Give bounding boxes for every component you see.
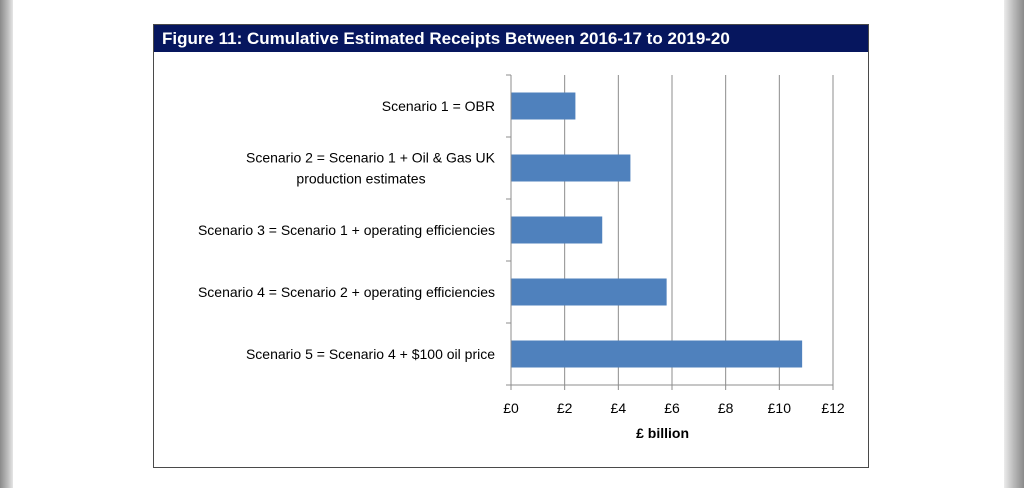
x-tick-label: £6 xyxy=(664,400,680,416)
bar xyxy=(511,92,576,120)
figure-frame: Figure 11: Cumulative Estimated Receipts… xyxy=(153,24,869,468)
category-label: Scenario 3 = Scenario 1 + operating effi… xyxy=(198,222,495,238)
category-label: Scenario 2 = Scenario 1 + Oil & Gas UK xyxy=(246,150,496,166)
bar xyxy=(511,340,803,368)
category-label: Scenario 5 = Scenario 4 + $100 oil price xyxy=(246,346,495,362)
bar xyxy=(511,278,667,306)
x-tick-label: £4 xyxy=(611,400,627,416)
category-label: production estimates xyxy=(296,171,425,187)
x-tick-label: £2 xyxy=(557,400,573,416)
x-tick-label: £12 xyxy=(821,400,845,416)
bar xyxy=(511,216,603,244)
page-edge-left-shadow xyxy=(0,0,13,488)
page-edge-right-shadow xyxy=(1004,0,1024,488)
x-tick-label: £10 xyxy=(768,400,792,416)
category-label: Scenario 4 = Scenario 2 + operating effi… xyxy=(198,284,495,300)
x-tick-label: £0 xyxy=(503,400,519,416)
bar-chart: £0 £2 £4 £6 £8 £10 £12 Scenario 1 = OBR Scenario… xyxy=(198,74,845,441)
chart-title: Figure 11: Cumulative Estimated Receipts… xyxy=(154,25,868,52)
bar xyxy=(511,154,631,182)
x-tick-label: £8 xyxy=(718,400,734,416)
x-axis-title: £ billion xyxy=(636,425,689,441)
category-label: Scenario 1 = OBR xyxy=(382,98,495,114)
